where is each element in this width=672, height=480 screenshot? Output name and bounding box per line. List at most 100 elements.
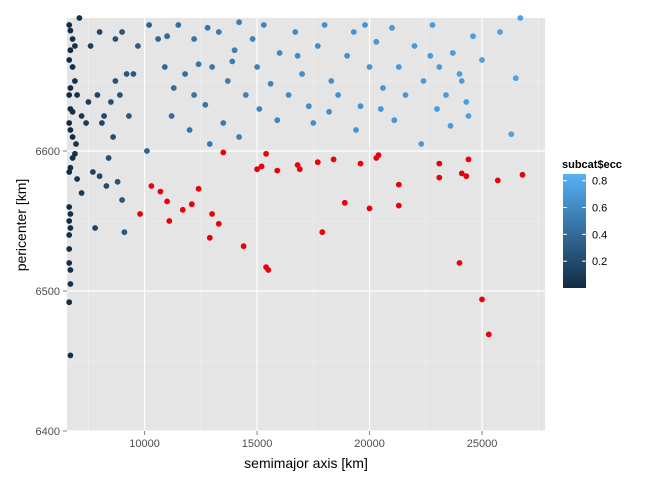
ecc-point: [267, 80, 274, 87]
ecc-point: [66, 120, 73, 126]
ecc-point: [72, 43, 78, 49]
legend-tick-label: 0.2: [592, 256, 607, 268]
highlighted-point: [456, 260, 463, 266]
x-axis-ticks: 10000 15000 20000 25000: [129, 431, 497, 450]
ecc-point: [285, 92, 292, 98]
legend-ticks: 0.2 0.4 0.6 0.8: [563, 176, 607, 268]
ecc-point: [350, 29, 357, 35]
ecc-point: [436, 64, 443, 70]
ecc-point: [99, 120, 105, 126]
ecc-point: [326, 108, 332, 115]
highlighted-point: [157, 188, 164, 195]
highlighted-point: [458, 170, 465, 177]
ecc-point: [231, 47, 238, 54]
ecc-point: [67, 211, 74, 217]
ecc-point: [87, 43, 94, 49]
ecc-point: [73, 141, 79, 147]
ecc-point: [276, 50, 283, 56]
color-legend: subcat$ecc 0.2 0.4 0.6 0.8: [562, 159, 622, 288]
ecc-point: [114, 178, 121, 185]
ecc-point: [67, 281, 74, 287]
ecc-point: [125, 113, 132, 119]
highlighted-point: [319, 229, 326, 236]
ecc-point: [101, 113, 107, 119]
ecc-point: [420, 78, 427, 84]
ecc-point: [67, 127, 74, 133]
highlighted-point: [395, 181, 402, 188]
ecc-point: [74, 92, 80, 98]
ecc-point: [195, 61, 202, 68]
ecc-point: [119, 197, 125, 203]
ecc-point: [110, 134, 116, 140]
ecc-point: [67, 164, 74, 171]
highlighted-points: [137, 149, 526, 338]
ecc-point: [411, 43, 418, 49]
ecc-point: [299, 71, 305, 77]
ecc-point: [353, 127, 359, 133]
ecc-point: [305, 103, 312, 110]
highlighted-point: [215, 220, 222, 227]
ecc-point: [170, 85, 177, 91]
highlighted-point: [519, 171, 526, 178]
ecc-point: [117, 92, 123, 98]
ecc-point: [402, 92, 409, 98]
y-axis-ticks: 6400 6500 6600: [36, 146, 67, 438]
legend-tick-label: 0.8: [592, 176, 607, 188]
highlighted-point: [436, 174, 443, 181]
ecc-point: [465, 113, 472, 119]
highlighted-point: [263, 150, 269, 157]
ecc-point: [463, 99, 470, 105]
highlighted-point: [274, 167, 281, 174]
x-tick-label: 20000: [354, 438, 385, 450]
x-tick-label: 10000: [129, 438, 160, 450]
highlighted-point: [179, 206, 186, 213]
y-tick-label: 6500: [36, 286, 60, 298]
ecc-point: [168, 113, 175, 119]
highlighted-point: [209, 211, 216, 217]
highlighted-point: [188, 201, 195, 208]
ecc-point: [389, 24, 395, 31]
ecc-point: [236, 19, 243, 26]
ecc-point: [78, 190, 85, 196]
highlighted-point: [206, 234, 213, 241]
ecc-point: [76, 15, 83, 21]
ecc-point: [470, 33, 476, 40]
ecc-point: [72, 150, 78, 157]
ecc-point: [72, 78, 78, 84]
ecc-point: [175, 22, 182, 28]
highlighted-point: [436, 160, 443, 167]
ecc-point: [391, 117, 398, 124]
ecc-point: [123, 71, 130, 77]
x-axis-title: semimajor axis [km]: [244, 455, 368, 471]
ecc-point: [204, 24, 211, 31]
ecc-point: [377, 106, 384, 112]
legend-colorbar: [563, 174, 586, 288]
ecc-point: [508, 131, 515, 138]
ecc-point: [191, 92, 198, 98]
ecc-point: [395, 64, 402, 70]
ecc-point: [456, 71, 463, 77]
ecc-point: [321, 22, 328, 28]
ecc-point: [112, 36, 119, 42]
highlighted-point: [296, 166, 303, 173]
ecc-point: [206, 141, 213, 147]
y-tick-label: 6400: [36, 426, 60, 438]
highlighted-point: [220, 149, 227, 156]
highlighted-point: [330, 156, 337, 163]
highlighted-point: [265, 267, 272, 273]
ecc-point: [119, 29, 125, 35]
ecc-point: [260, 22, 267, 28]
legend-tick-label: 0.6: [592, 203, 607, 215]
ecc-point: [344, 52, 350, 59]
ecc-point: [103, 183, 110, 189]
x-tick-label: 15000: [242, 438, 273, 450]
grid-minor: [67, 18, 545, 431]
highlighted-point: [375, 152, 382, 159]
ecc-point: [66, 246, 73, 252]
highlighted-point: [463, 173, 470, 180]
highlighted-point: [366, 205, 373, 212]
ecc-point: [242, 92, 249, 98]
ecc-point: [155, 36, 162, 42]
ecc-point: [294, 52, 301, 59]
ecc-point: [85, 99, 92, 105]
